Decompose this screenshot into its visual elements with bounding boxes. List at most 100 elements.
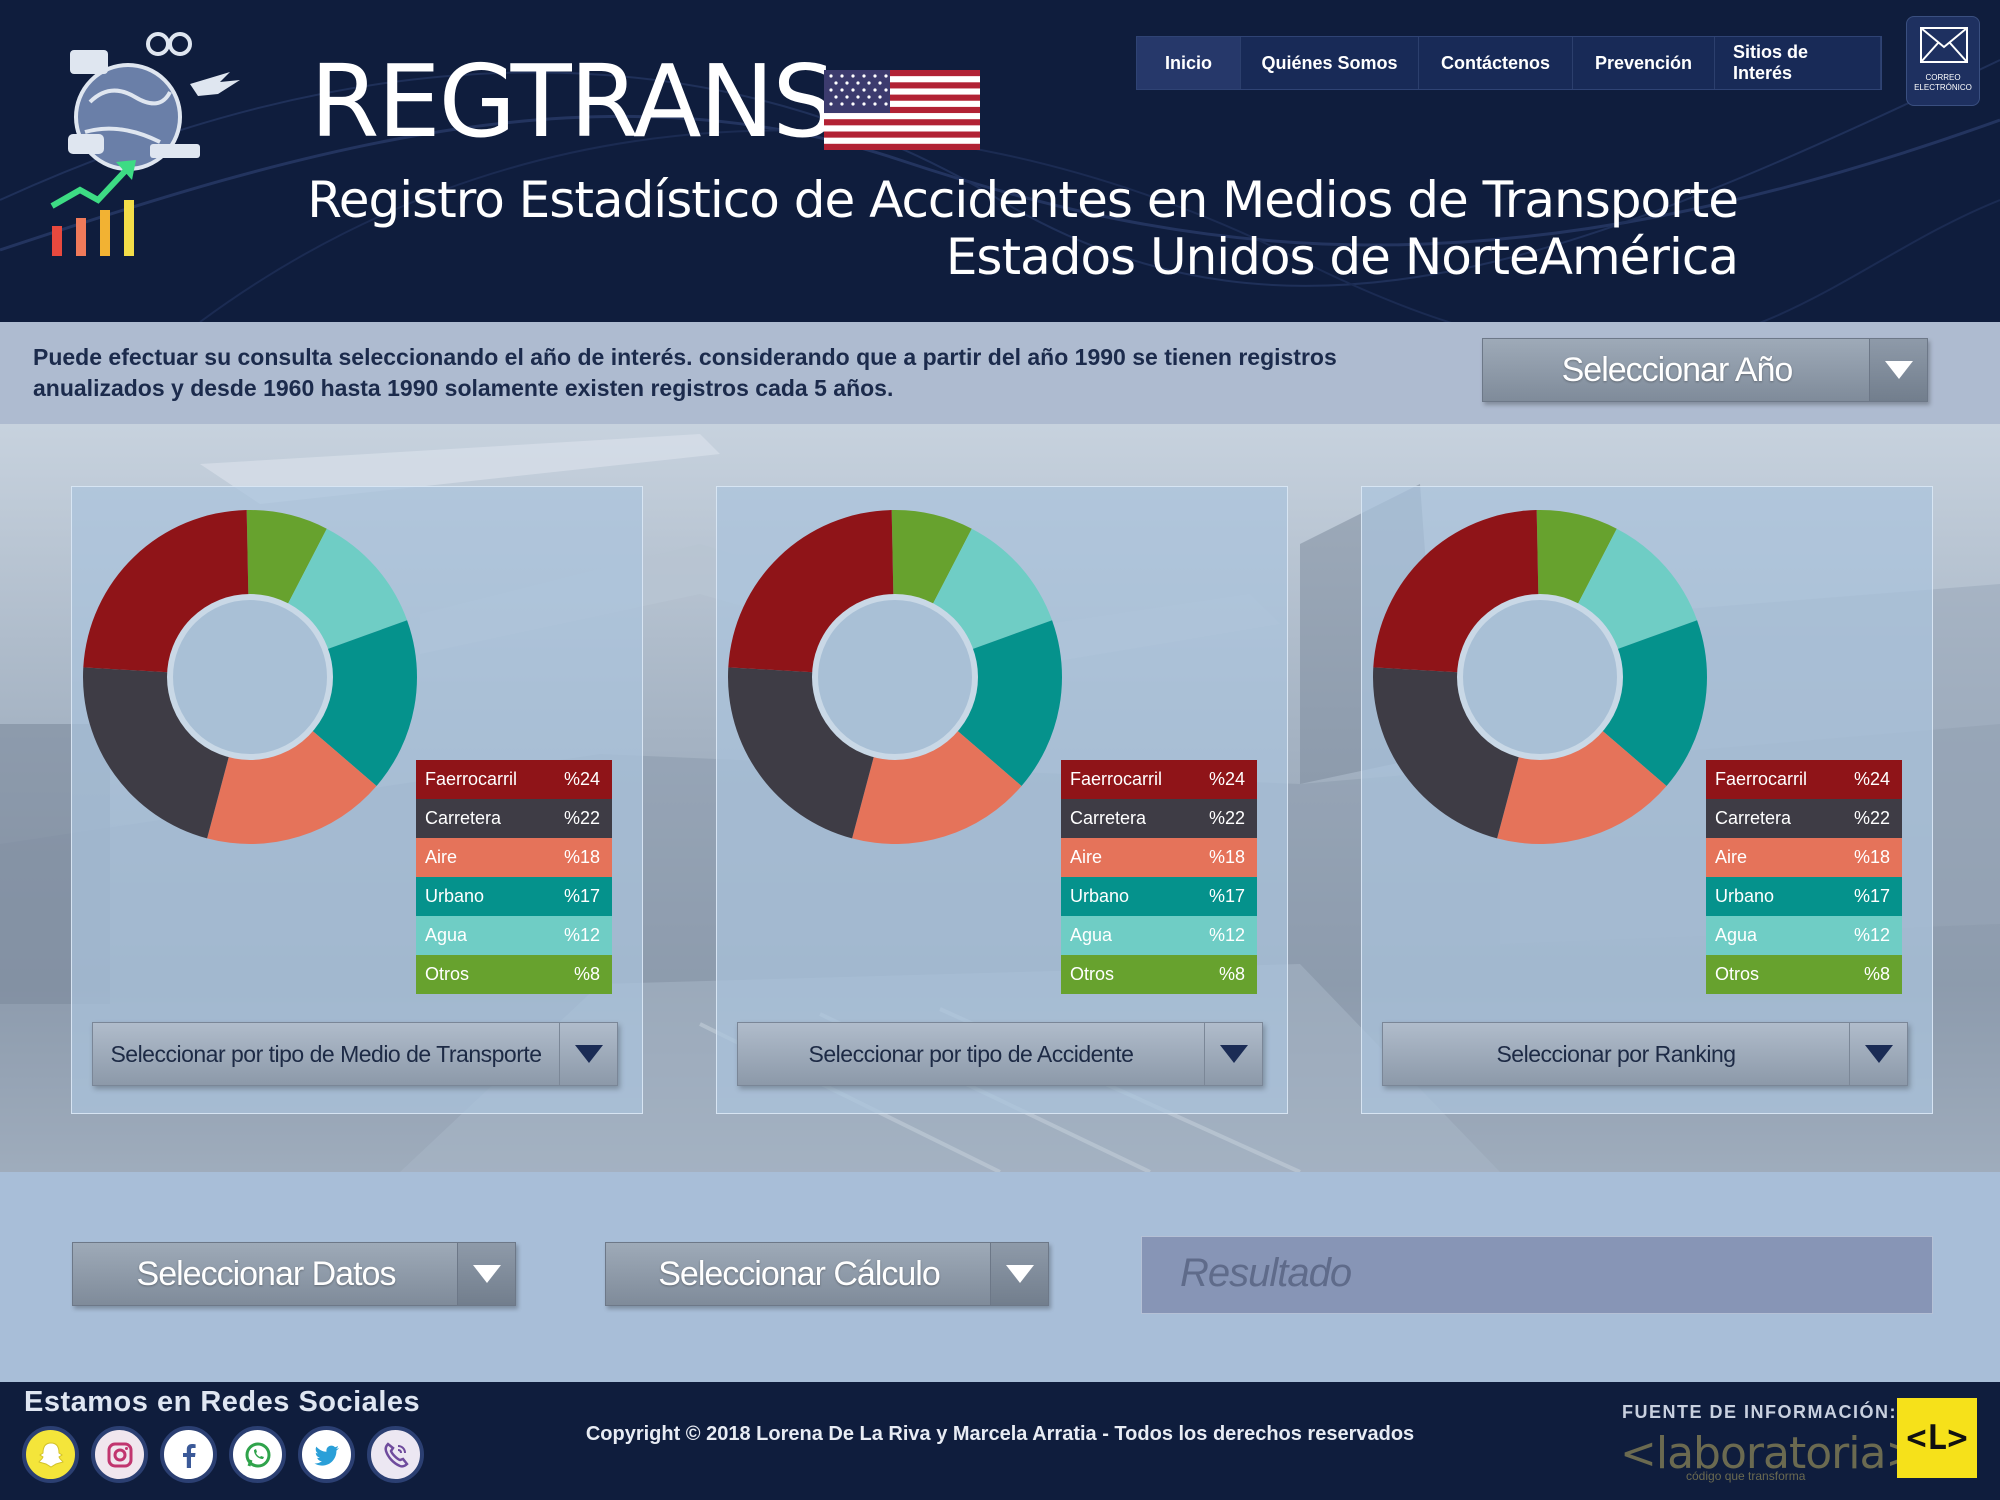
donut-slice-urbano — [1600, 620, 1707, 786]
donut-slice-agua — [1576, 528, 1698, 650]
header-background-waves — [0, 59, 2000, 322]
legend-row-otros: Otros %8 — [416, 955, 612, 994]
legend-row-agua: Agua %12 — [1706, 916, 1902, 955]
result-placeholder: Resultado — [1180, 1251, 1352, 1295]
nav-item-quienes-somos[interactable]: Quiénes Somos — [1241, 37, 1419, 89]
nav-item-inicio[interactable]: Inicio — [1137, 37, 1241, 89]
legend-label: Faerrocarril — [425, 769, 518, 789]
donut-slice-carretera — [1373, 667, 1520, 839]
social-links — [22, 1426, 424, 1483]
transport-globe-chart-icon — [50, 32, 240, 256]
nav-item-contactenos[interactable]: Contáctenos — [1419, 37, 1573, 89]
email-label-line-1: CORREO — [1925, 73, 1961, 82]
chevron-down-icon — [1849, 1023, 1907, 1085]
subtitle-line-2: Estados Unidos de NorteAmérica — [945, 228, 1739, 286]
ranking-select[interactable]: Seleccionar por Ranking — [1382, 1022, 1908, 1086]
donut-slice-agua — [286, 528, 408, 650]
legend-label: Carretera — [1715, 808, 1792, 828]
donut-slice-faerrocarril — [83, 510, 249, 673]
donut-chart — [1373, 510, 1707, 844]
legend-value: %24 — [1853, 769, 1890, 789]
main-nav: Inicio Quiénes Somos Contáctenos Prevenc… — [1136, 36, 1882, 90]
legend-row-faerrocarril: Faerrocarril %24 — [1061, 760, 1257, 799]
nav-item-sitios-de-interes[interactable]: Sitios de Interés — [1715, 37, 1881, 89]
transport-type-select-label: Seleccionar por tipo de Medio de Transpo… — [110, 1040, 542, 1067]
donut-slice-agua — [931, 528, 1053, 650]
legend-label: Urbano — [1070, 886, 1130, 906]
legend-label: Carretera — [425, 808, 502, 828]
legend-label: Urbano — [1715, 886, 1775, 906]
year-select[interactable]: Seleccionar Año — [1482, 338, 1928, 402]
data-select[interactable]: Seleccionar Datos — [72, 1242, 516, 1306]
donut-hole — [812, 594, 978, 760]
chart-panel-transport: Faerrocarril %24 Carretera %22 Aire %18 Urb… — [71, 486, 643, 1114]
laboratoria-tagline: código que transforma — [1686, 1469, 1806, 1483]
legend-label: Faerrocarril — [1715, 769, 1808, 789]
source-label: FUENTE DE INFORMACIÓN: — [1622, 1402, 1897, 1422]
legend-row-urbano: Urbano %17 — [416, 877, 612, 916]
legend-label: Agua — [1715, 925, 1758, 945]
twitter-icon[interactable] — [298, 1426, 355, 1483]
legend-value: %24 — [563, 769, 600, 789]
nav-item-prevencion[interactable]: Prevención — [1573, 37, 1715, 89]
info-text: Puede efectuar su consulta seleccionando… — [33, 344, 1337, 401]
legend-label: Carretera — [1070, 808, 1147, 828]
donut-slice-faerrocarril — [1373, 510, 1539, 673]
legend-value: %18 — [563, 847, 600, 867]
legend-row-aire: Aire %18 — [1706, 838, 1902, 877]
page-header: REGTRANS Registro Estadístico de Acciden… — [0, 0, 2000, 322]
legend-label: Otros — [425, 964, 470, 984]
legend-value: %8 — [1218, 964, 1245, 984]
data-select-label: Seleccionar Datos — [136, 1254, 397, 1293]
ranking-select-label: Seleccionar por Ranking — [1496, 1040, 1736, 1067]
chart-panel-accident: Faerrocarril %24 Carretera %22 Aire %18 Urb… — [716, 486, 1288, 1114]
social-title: Estamos en Redes Sociales — [24, 1386, 421, 1418]
legend-row-agua: Agua %12 — [1061, 916, 1257, 955]
accident-type-select-label: Seleccionar por tipo de Accidente — [808, 1040, 1134, 1067]
donut-slice-otros — [891, 510, 972, 606]
legend-label: Agua — [425, 925, 468, 945]
laboratoria-badge[interactable]: <L> — [1897, 1398, 1977, 1478]
copyright-text: Copyright © 2018 Lorena De La Riva y Mar… — [585, 1423, 1415, 1445]
donut-slice-faerrocarril — [728, 510, 894, 673]
legend-row-carretera: Carretera %22 — [1706, 799, 1902, 838]
chart-legend: Faerrocarril %24 Carretera %22 Aire %18 Urb… — [1061, 760, 1257, 994]
donut-slice-carretera — [82, 667, 230, 839]
chevron-down-icon — [457, 1243, 515, 1305]
legend-label: Aire — [425, 847, 458, 867]
whatsapp-icon[interactable] — [229, 1426, 286, 1483]
donut-hole — [167, 594, 333, 760]
legend-label: Urbano — [425, 886, 485, 906]
legend-value: %12 — [563, 925, 600, 945]
legend-label: Aire — [1715, 847, 1748, 867]
legend-row-otros: Otros %8 — [1061, 955, 1257, 994]
legend-value: %8 — [573, 964, 600, 984]
donut-hole — [1457, 594, 1623, 760]
donut-slice-carretera — [728, 667, 875, 839]
legend-label: Aire — [1070, 847, 1103, 867]
transport-type-select[interactable]: Seleccionar por tipo de Medio de Transpo… — [92, 1022, 618, 1086]
chevron-down-icon — [1204, 1023, 1262, 1085]
viber-icon[interactable] — [367, 1426, 424, 1483]
donut-slice-otros — [246, 510, 327, 606]
instagram-icon[interactable] — [91, 1426, 148, 1483]
result-field[interactable]: Resultado — [1141, 1236, 1933, 1314]
legend-label: Otros — [1715, 964, 1760, 984]
laboratoria-logo[interactable]: <laboratoria> — [1620, 1428, 1922, 1479]
legend-value: %22 — [1853, 808, 1890, 828]
legend-value: %12 — [1853, 925, 1890, 945]
email-button[interactable]: CORREO ELECTRÓNICO — [1906, 16, 1980, 106]
snapchat-icon[interactable] — [22, 1426, 79, 1483]
legend-row-urbano: Urbano %17 — [1706, 877, 1902, 916]
donut-chart — [728, 510, 1062, 844]
accident-type-select[interactable]: Seleccionar por tipo de Accidente — [737, 1022, 1263, 1086]
facebook-icon[interactable] — [160, 1426, 217, 1483]
donut-slice-otros — [1536, 510, 1617, 606]
legend-row-faerrocarril: Faerrocarril %24 — [416, 760, 612, 799]
calculation-select[interactable]: Seleccionar Cálculo — [605, 1242, 1049, 1306]
legend-row-otros: Otros %8 — [1706, 955, 1902, 994]
us-flag-icon — [824, 70, 980, 150]
legend-row-aire: Aire %18 — [1061, 838, 1257, 877]
legend-value: %22 — [563, 808, 600, 828]
legend-value: %8 — [1863, 964, 1890, 984]
